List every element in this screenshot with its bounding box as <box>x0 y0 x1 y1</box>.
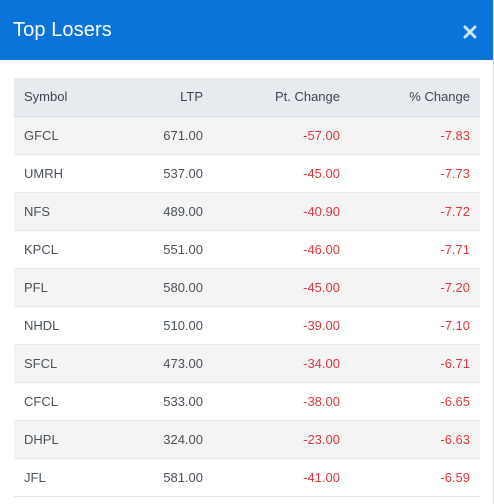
pt-change-cell: -41.00 <box>203 458 340 497</box>
table-row[interactable]: PFL 580.00 -45.00 -7.20 <box>14 268 480 307</box>
ltp-cell: 580.00 <box>124 268 203 307</box>
table-row[interactable]: CFCL 533.00 -38.00 -6.65 <box>14 382 480 421</box>
pt-change-cell: -45.00 <box>203 268 340 307</box>
symbol-cell: KPCL <box>14 230 124 269</box>
pct-change-cell: -6.59 <box>340 458 480 497</box>
pt-change-cell: -34.00 <box>203 344 340 383</box>
pct-change-cell: -7.20 <box>340 268 480 307</box>
pct-change-cell: -7.10 <box>340 306 480 345</box>
ltp-cell: 533.00 <box>124 382 203 421</box>
ltp-cell: 489.00 <box>124 192 203 231</box>
table-row[interactable]: NHDL 510.00 -39.00 -7.10 <box>14 306 480 345</box>
symbol-cell: UMRH <box>14 154 124 193</box>
ltp-cell: 473.00 <box>124 344 203 383</box>
column-header-pct-change[interactable]: % Change <box>340 78 480 117</box>
ltp-cell: 671.00 <box>124 116 203 155</box>
modal-body: Symbol LTP Pt. Change % Change GFCL 671.0… <box>0 60 493 497</box>
table-row[interactable]: SFCL 473.00 -34.00 -6.71 <box>14 344 480 383</box>
table-row[interactable]: NFS 489.00 -40.90 -7.72 <box>14 192 480 231</box>
pct-change-cell: -7.73 <box>340 154 480 193</box>
symbol-cell: NFS <box>14 192 124 231</box>
close-button[interactable] <box>459 21 481 43</box>
close-icon <box>463 25 477 39</box>
symbol-cell: PFL <box>14 268 124 307</box>
table-row[interactable]: GFCL 671.00 -57.00 -7.83 <box>14 116 480 155</box>
symbol-cell: DHPL <box>14 420 124 459</box>
pt-change-cell: -45.00 <box>203 154 340 193</box>
pt-change-cell: -39.00 <box>203 306 340 345</box>
ltp-cell: 581.00 <box>124 458 203 497</box>
pt-change-cell: -46.00 <box>203 230 340 269</box>
losers-table: Symbol LTP Pt. Change % Change GFCL 671.0… <box>14 78 480 497</box>
table-row[interactable]: KPCL 551.00 -46.00 -7.71 <box>14 230 480 269</box>
pct-change-cell: -6.65 <box>340 382 480 421</box>
ltp-cell: 324.00 <box>124 420 203 459</box>
pt-change-cell: -23.00 <box>203 420 340 459</box>
column-header-symbol[interactable]: Symbol <box>14 78 124 117</box>
ltp-cell: 537.00 <box>124 154 203 193</box>
symbol-cell: JFL <box>14 458 124 497</box>
pct-change-cell: -7.72 <box>340 192 480 231</box>
ltp-cell: 510.00 <box>124 306 203 345</box>
pt-change-cell: -38.00 <box>203 382 340 421</box>
table-row[interactable]: JFL 581.00 -41.00 -6.59 <box>14 458 480 497</box>
symbol-cell: NHDL <box>14 306 124 345</box>
column-header-ltp[interactable]: LTP <box>124 78 203 117</box>
modal-title: Top Losers <box>13 18 112 41</box>
ltp-cell: 551.00 <box>124 230 203 269</box>
symbol-cell: SFCL <box>14 344 124 383</box>
table-row[interactable]: DHPL 324.00 -23.00 -6.63 <box>14 420 480 459</box>
table-header-row: Symbol LTP Pt. Change % Change <box>14 78 480 117</box>
pct-change-cell: -7.83 <box>340 116 480 155</box>
symbol-cell: GFCL <box>14 116 124 155</box>
pt-change-cell: -57.00 <box>203 116 340 155</box>
pt-change-cell: -40.90 <box>203 192 340 231</box>
pct-change-cell: -6.71 <box>340 344 480 383</box>
column-header-pt-change[interactable]: Pt. Change <box>203 78 340 117</box>
pct-change-cell: -6.63 <box>340 420 480 459</box>
modal-header: Top Losers <box>0 0 493 60</box>
pct-change-cell: -7.71 <box>340 230 480 269</box>
symbol-cell: CFCL <box>14 382 124 421</box>
table-row[interactable]: UMRH 537.00 -45.00 -7.73 <box>14 154 480 193</box>
